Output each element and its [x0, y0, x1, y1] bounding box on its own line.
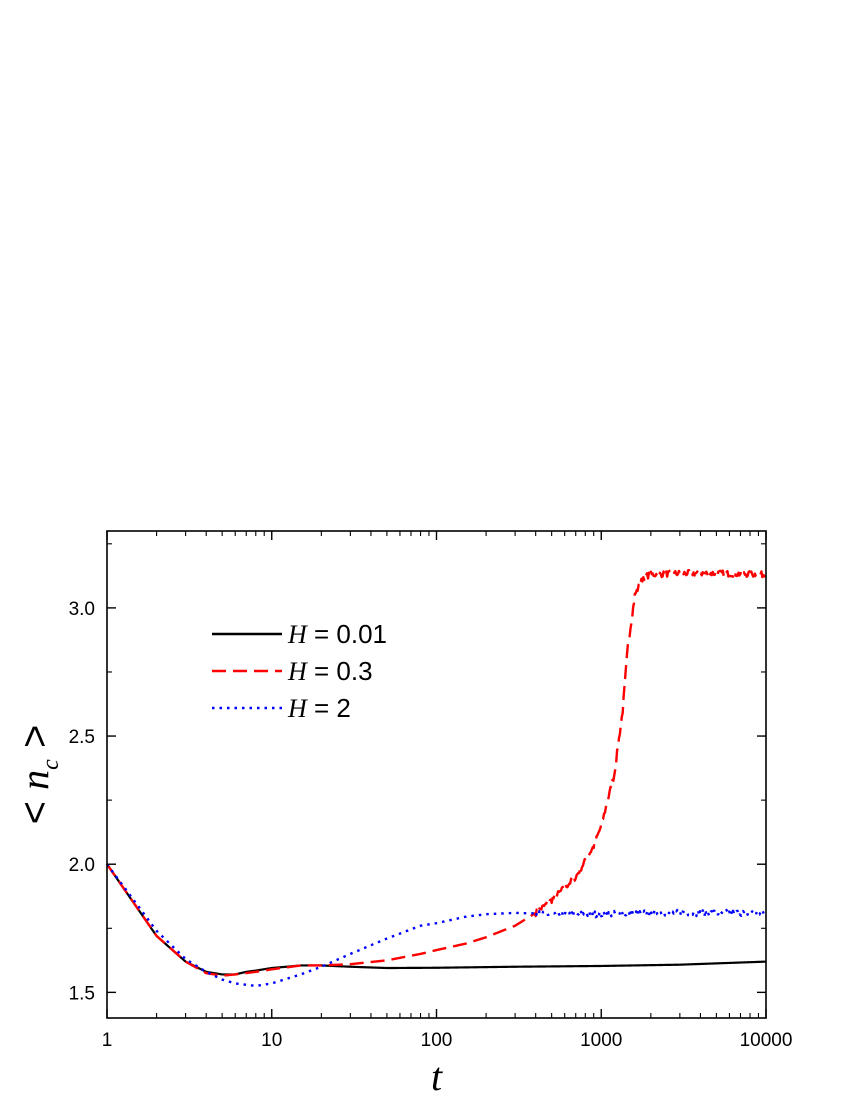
- legend-label-3: H = 2: [287, 693, 351, 723]
- x-tick-label: 1: [102, 1030, 113, 1051]
- x-axis-title: t: [431, 1054, 443, 1099]
- ticks-layer: 1 10 100 1000 10000 1.5 2.0 2.5 3.0: [69, 531, 793, 1051]
- x-tick-label: 10: [261, 1030, 282, 1051]
- legend-label-value: = 2: [307, 693, 351, 723]
- legend-label-var: H: [287, 620, 308, 649]
- y-axis-title-var: n: [12, 770, 57, 790]
- legend-label-var: H: [287, 694, 308, 723]
- legend-label-1: H = 0.01: [287, 619, 387, 649]
- plot-frame: [106, 530, 767, 1019]
- series-line-2: [106, 569, 768, 977]
- y-axis-title-suffix: >: [13, 725, 57, 759]
- legend-label-var: H: [287, 657, 308, 686]
- y-tick-label: 2.5: [69, 727, 95, 748]
- legend-label-value: = 0.3: [307, 656, 373, 686]
- y-axis-title-sub: c: [38, 759, 64, 770]
- x-tick-label: 100: [421, 1030, 453, 1051]
- legend-label-2: H = 0.3: [287, 656, 373, 686]
- legend-label-value: = 0.01: [307, 619, 387, 649]
- y-axis-title-prefix: <: [13, 790, 57, 824]
- y-axis-title: < nc >: [12, 725, 64, 825]
- y-tick-label: 3.0: [69, 599, 95, 620]
- x-tick-label: 10000: [740, 1030, 793, 1051]
- legend: H = 0.01H = 0.3H = 2: [212, 619, 387, 723]
- y-tick-label: 1.5: [69, 983, 95, 1004]
- series-layer: [106, 569, 768, 988]
- series-line-3: [106, 863, 767, 988]
- series-line-1: [106, 863, 767, 976]
- y-tick-label: 2.0: [69, 855, 95, 876]
- x-tick-label: 1000: [580, 1030, 622, 1051]
